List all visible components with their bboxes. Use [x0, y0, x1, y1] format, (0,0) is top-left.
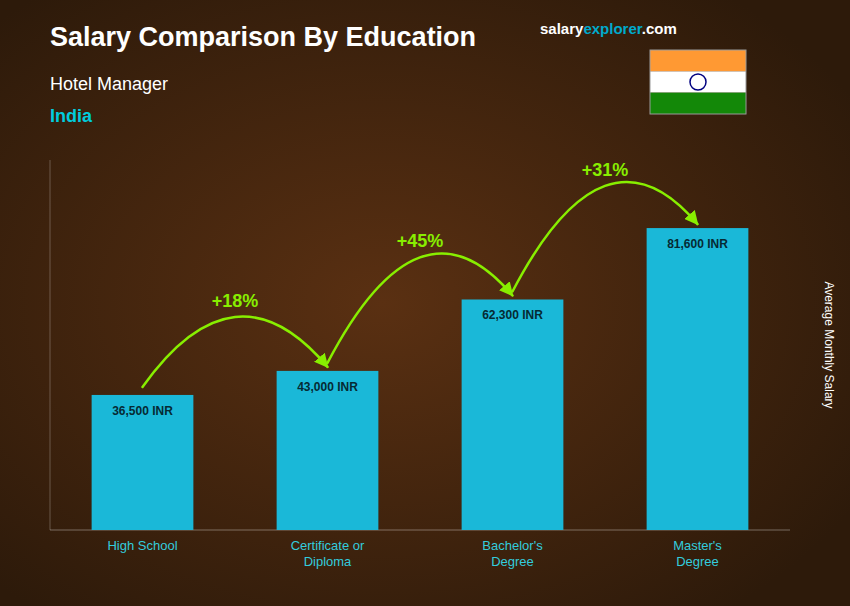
- bar: [277, 371, 379, 530]
- flag: [650, 50, 746, 114]
- x-tick-label-line: Bachelor's: [482, 538, 543, 553]
- chart-container: 36,500 INR 43,000 INR 62,300 INR 81,600 INR…: [0, 0, 850, 606]
- data-label: 62,300 INR: [482, 308, 543, 322]
- x-tick-label-line: Certificate or: [291, 538, 365, 553]
- country: India: [50, 106, 93, 126]
- chart-svg: 36,500 INR 43,000 INR 62,300 INR 81,600 INR…: [0, 0, 850, 606]
- bar: [647, 228, 749, 530]
- data-label: 81,600 INR: [667, 237, 728, 251]
- growth-label: +18%: [212, 291, 259, 311]
- y-axis-label: Average Monthly Salary: [822, 281, 836, 408]
- x-tick-label: Bachelor'sDegree: [482, 538, 543, 569]
- bar: [92, 395, 194, 530]
- growth-arrow: [328, 253, 513, 363]
- growth-arrow: [143, 316, 328, 386]
- watermark-part: salary: [540, 20, 584, 37]
- x-tick-label-line: Degree: [491, 554, 534, 569]
- watermark-part: explorer: [583, 20, 642, 37]
- x-tick-label: Master'sDegree: [673, 538, 722, 569]
- watermark: salaryexplorer.com: [540, 20, 677, 37]
- subtitle: Hotel Manager: [50, 74, 168, 94]
- flag-stripe: [650, 93, 746, 114]
- flag-chakra: [690, 74, 706, 90]
- background: [0, 0, 850, 606]
- x-tick-label-line: Master's: [673, 538, 722, 553]
- x-tick-label-line: Degree: [676, 554, 719, 569]
- data-label: 36,500 INR: [112, 404, 173, 418]
- growth-label: +45%: [397, 231, 444, 251]
- title: Salary Comparison By Education: [50, 22, 476, 52]
- x-tick-label: High School: [107, 538, 177, 553]
- y-axis-line: [50, 160, 51, 530]
- x-tick-label-line: High School: [107, 538, 177, 553]
- bar: [462, 299, 564, 530]
- flag-stripe: [650, 71, 746, 92]
- bars: [92, 228, 749, 530]
- growth-arrow: [513, 182, 698, 292]
- x-tick-label: Certificate orDiploma: [291, 538, 365, 569]
- watermark-part: .com: [642, 20, 677, 37]
- x-tick-label-line: Diploma: [304, 554, 352, 569]
- growth-label: +31%: [582, 160, 629, 180]
- flag-border: [650, 50, 746, 114]
- flag-stripe: [650, 50, 746, 71]
- data-label: 43,000 INR: [297, 380, 358, 394]
